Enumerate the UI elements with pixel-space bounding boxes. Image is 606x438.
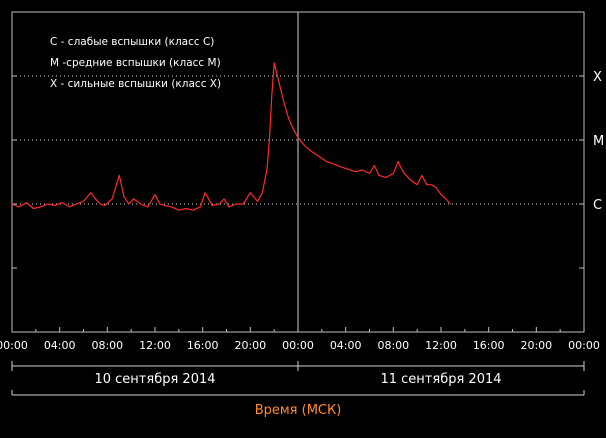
x-tick-label: 08:00 (377, 339, 409, 352)
series-line (11, 62, 451, 211)
x-tick-label: 08:00 (91, 339, 123, 352)
x-tick-label: 00:00 (282, 339, 314, 352)
level-label-m: M (593, 134, 604, 149)
level-label-x: X (593, 70, 602, 85)
level-gridlines (12, 75, 584, 205)
x-tick-label: 16:00 (473, 339, 505, 352)
x-tick-label: 00:00 (568, 339, 600, 352)
x-tick-label: 00:00 (0, 339, 28, 352)
x-tick-label: 04:00 (44, 339, 76, 352)
x-tick-label: 20:00 (234, 339, 266, 352)
x-tick-label: 20:00 (520, 339, 552, 352)
x-tick-labels: 00:00 04:00 08:00 12:00 16:00 20:00 00:00 04:00… (0, 339, 600, 352)
legend: C - слабые вспышки (класс C) M -средние … (50, 36, 221, 90)
class-level-labels: X M C (593, 70, 604, 213)
x-tick-label: 12:00 (425, 339, 457, 352)
x-tick-label: 12:00 (139, 339, 171, 352)
y-axis-ticks (12, 75, 584, 269)
date-bracket (11, 361, 585, 396)
x-tick-label: 04:00 (330, 339, 362, 352)
legend-entry-x: X - сильные вспышки (класс X) (50, 78, 221, 90)
date-label-day-1: 10 сентября 2014 (94, 372, 215, 387)
level-label-c: C (593, 198, 602, 213)
legend-entry-c: C - слабые вспышки (класс C) (50, 36, 214, 48)
x-axis-ticks (11, 327, 585, 332)
legend-entry-m: M -средние вспышки (класс M) (50, 57, 221, 69)
x-tick-label: 16:00 (187, 339, 219, 352)
flux-series (11, 62, 451, 211)
date-label-day-2: 11 сентября 2014 (380, 372, 501, 387)
x-axis-title: Время (МСК) (255, 403, 342, 418)
